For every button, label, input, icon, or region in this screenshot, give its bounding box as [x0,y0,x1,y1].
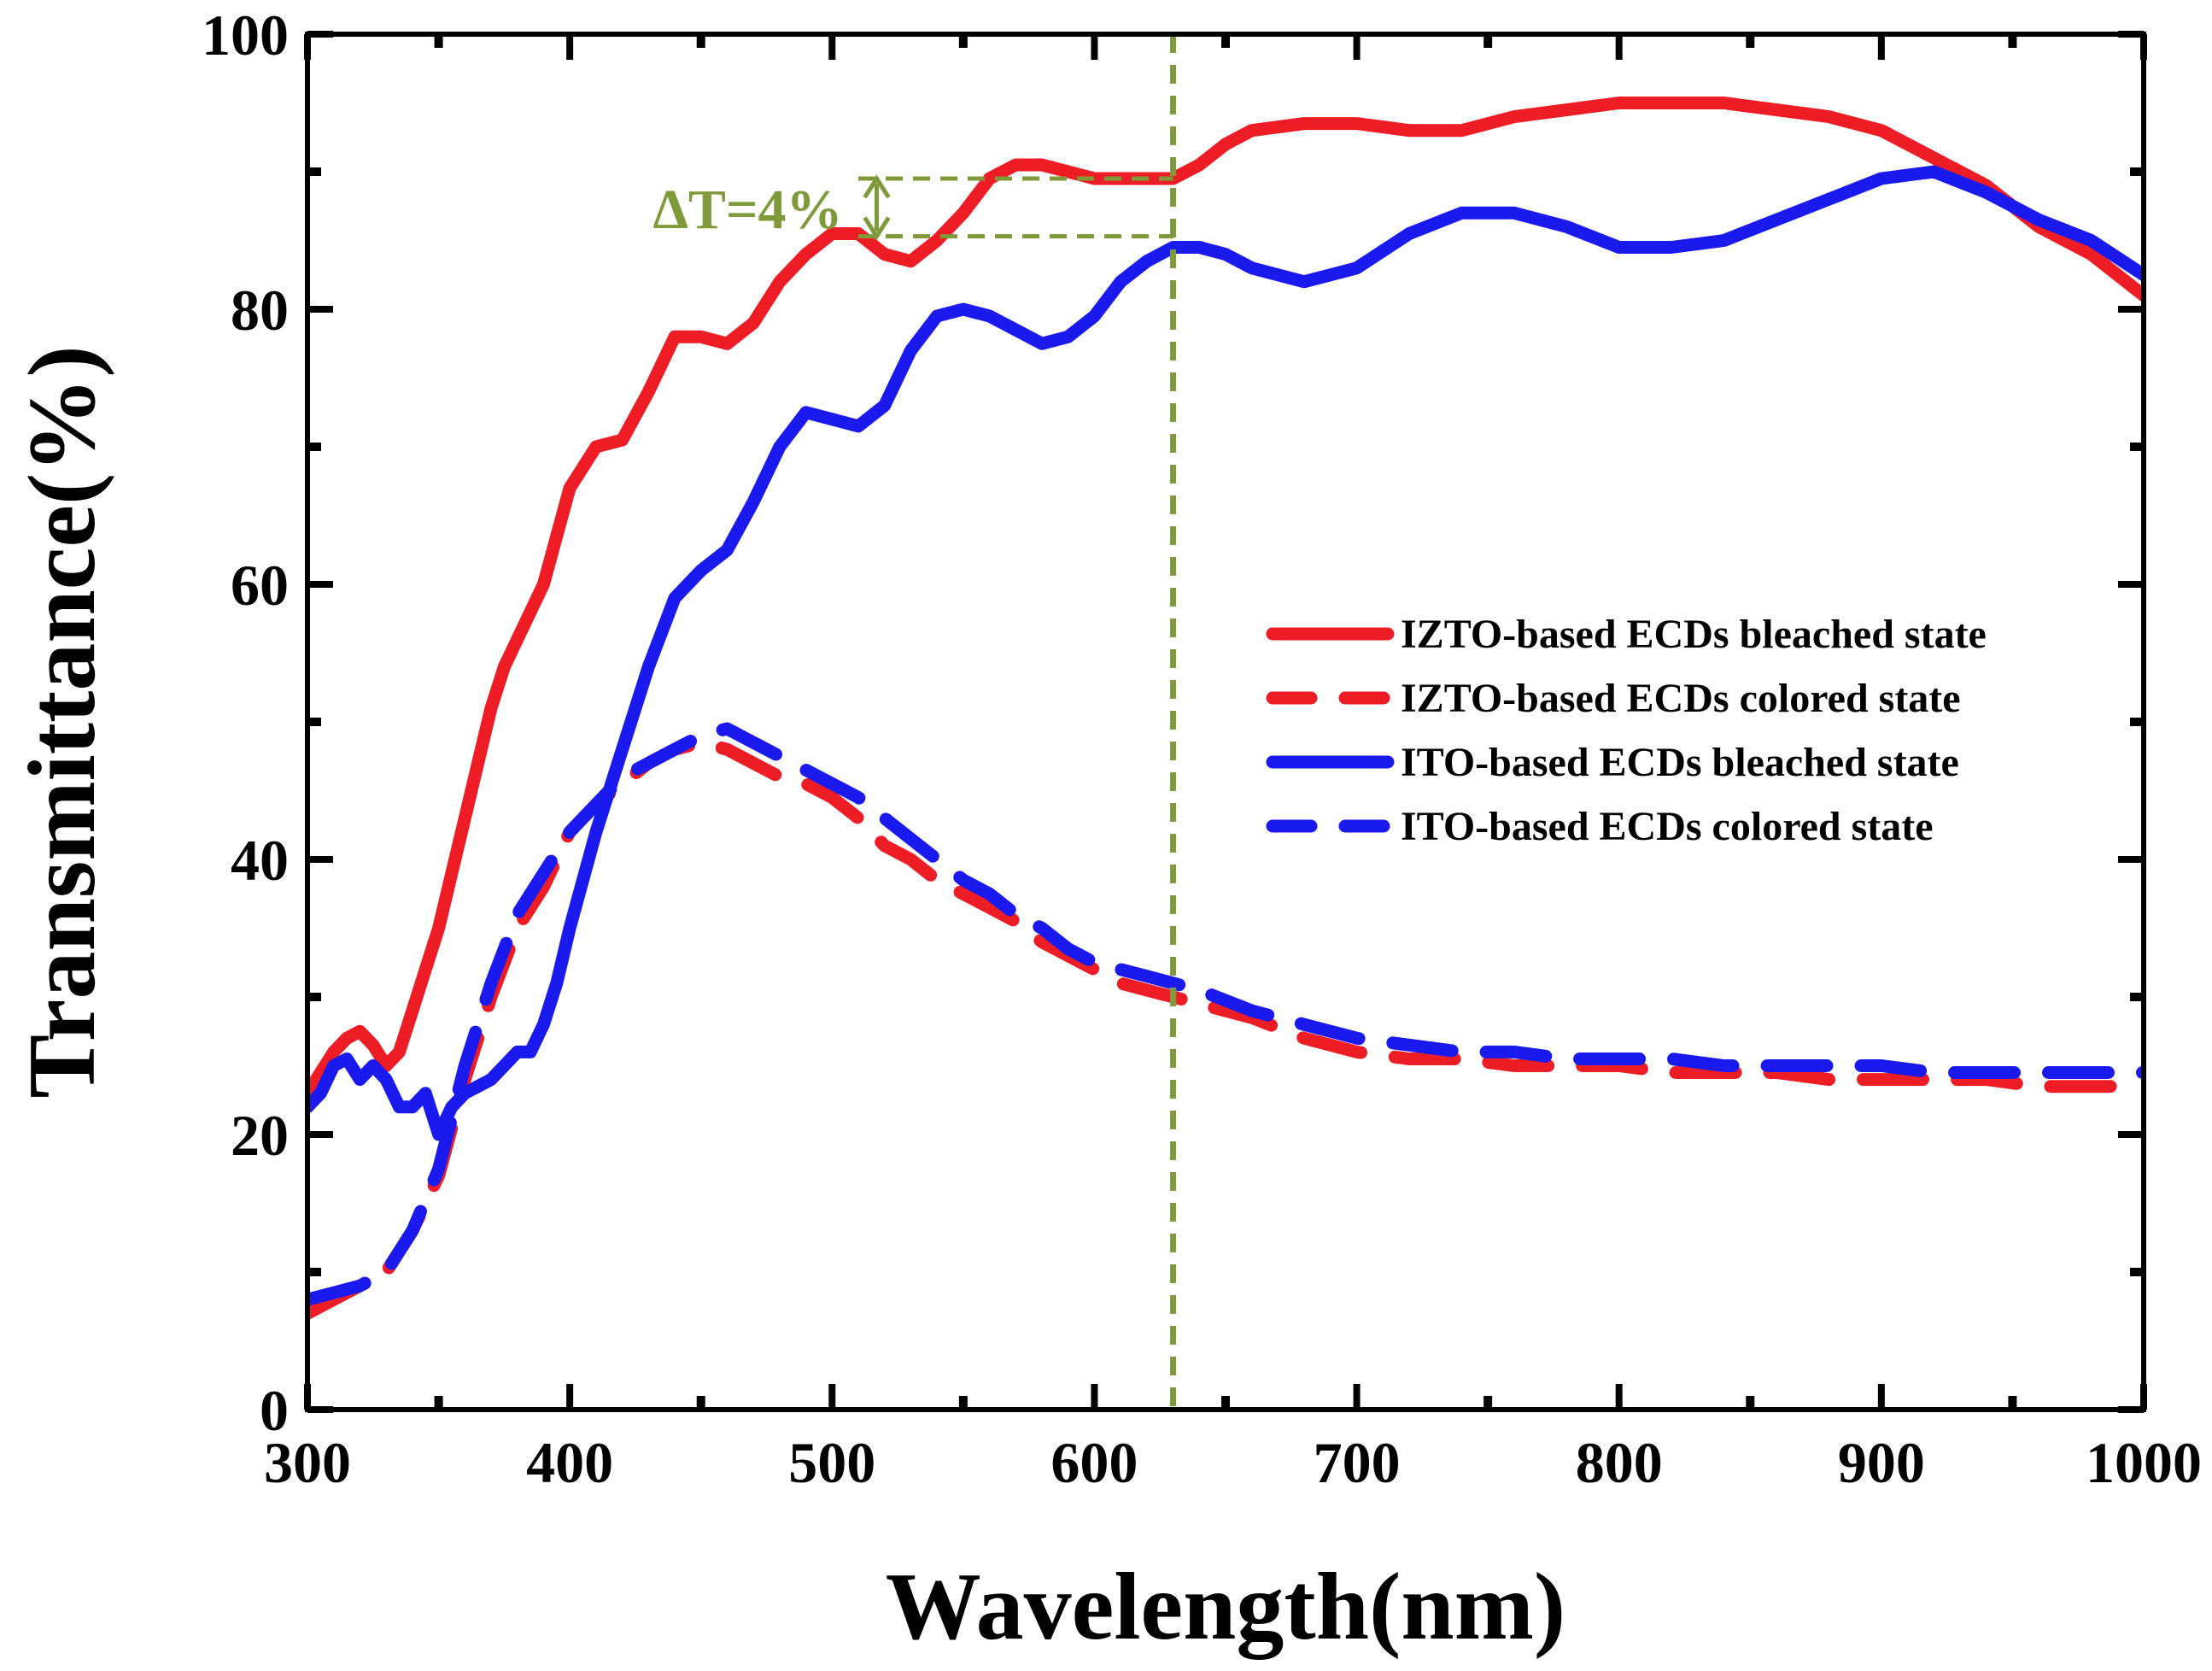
x-tick-label: 900 [1838,1430,1925,1495]
legend-label-3: ITO-based ECDs colored state [1401,804,1934,849]
x-tick-label: 300 [264,1430,351,1495]
y-tick-label: 100 [202,3,289,67]
y-tick-label: 20 [231,1103,289,1168]
y-axis-title: Transmittance(%) [9,345,115,1098]
series-line-1 [307,736,2144,1320]
series-line-0 [307,97,2144,1100]
delta-arrow-head-up [863,174,891,199]
plot-frame [305,32,2146,1412]
delta-label: ΔT=4% [652,179,842,241]
data-layer [307,97,2144,1320]
legend-label-2: ITO-based ECDs bleached state [1401,740,1959,785]
y-tick-label: 40 [231,828,289,893]
legend-label-0: IZTO-based ECDs bleached state [1401,612,1987,657]
legend-label-1: IZTO-based ECDs colored state [1401,676,1961,721]
series-line-2 [307,165,2144,1141]
annotation-layer: ΔT=4% [652,34,1177,1410]
delta-arrow-head-down [863,216,891,241]
tick-labels-layer: 300 400 500 600 700 800 900 1000 0 20 40 60 80 100 [202,3,2202,1495]
ticks-layer [304,31,2147,1413]
x-tick-label: 500 [788,1430,875,1495]
y-tick-label: 80 [231,278,289,343]
x-tick-label: 400 [526,1430,613,1495]
x-tick-label: 600 [1050,1430,1138,1495]
legend: IZTO-based ECDs bleached state IZTO-based… [1266,612,1987,849]
x-axis-title: Wavelength(nm) [886,1554,1565,1660]
x-tick-label: 800 [1576,1430,1663,1495]
x-tick-label: 1000 [2086,1430,2202,1495]
series-line-3 [307,722,2144,1306]
y-tick-label: 0 [260,1378,289,1443]
x-tick-label: 700 [1314,1430,1401,1495]
y-tick-label: 60 [231,553,289,618]
